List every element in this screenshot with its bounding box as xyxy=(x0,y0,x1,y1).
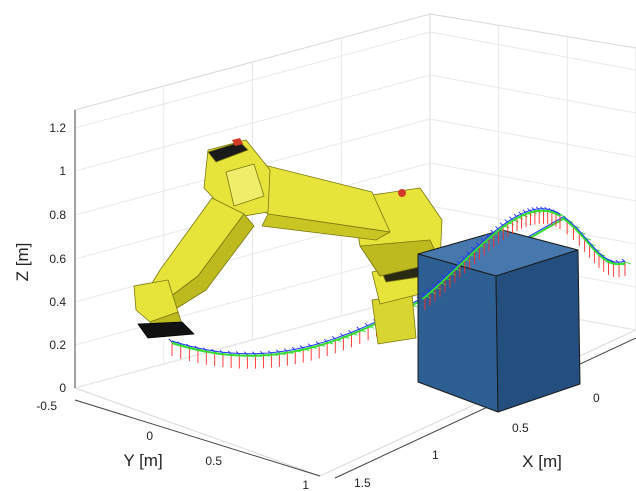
frame-y-axis xyxy=(624,261,632,265)
y-axis-label: Y [m] xyxy=(123,451,162,470)
trajectory-path-green xyxy=(421,209,561,300)
x-tick-label: 0.5 xyxy=(512,421,529,435)
shoulder-accent xyxy=(398,189,406,197)
y-tick-label: -0.5 xyxy=(36,399,57,413)
trajectory-path-blue xyxy=(171,216,626,355)
x-axis-ticks: 1.5 1 0.5 0 xyxy=(354,391,600,490)
robot-elbow-face xyxy=(225,163,265,207)
industrial-robot-arm xyxy=(133,138,443,345)
z-tick-label: 1.2 xyxy=(49,121,66,135)
elbow-accent xyxy=(232,138,243,146)
trajectory-path-blue xyxy=(422,208,561,298)
blue-box-obstacle xyxy=(417,229,581,413)
y-tick-label: 1 xyxy=(302,478,309,491)
gripper-icon xyxy=(137,321,195,339)
frame-z-axis xyxy=(260,351,264,355)
z-tick-label: 0.8 xyxy=(49,208,66,222)
grid-line xyxy=(429,162,636,202)
frame-z-axis xyxy=(168,338,173,343)
y-tick-label: 0.5 xyxy=(205,454,222,468)
x-tick-label: 1 xyxy=(432,448,439,462)
x-axis-line xyxy=(334,337,636,479)
robot-elbow-cap xyxy=(207,141,249,163)
y-tick-label: 0 xyxy=(146,429,153,443)
grid-line xyxy=(429,205,636,245)
grid-lines xyxy=(74,25,636,389)
frame-y-axis xyxy=(559,214,567,218)
obstacle-side xyxy=(495,249,581,413)
robot-base xyxy=(371,293,417,345)
grid-line xyxy=(429,118,636,158)
x-axis-label: X [m] xyxy=(522,452,562,471)
grid-line xyxy=(429,31,636,71)
frame-z-axis xyxy=(252,351,256,355)
trajectory-front xyxy=(421,206,567,310)
z-tick-label: 0.4 xyxy=(49,295,66,309)
z-tick-label: 0.2 xyxy=(49,338,66,352)
x-tick-label: 1.5 xyxy=(354,476,371,490)
trajectory-frame xyxy=(244,351,254,369)
z-tick-label: 0.6 xyxy=(49,252,66,266)
obstacle-front xyxy=(417,253,499,413)
z-axis-label: Z [m] xyxy=(13,243,32,282)
robot-upper-arm-shade xyxy=(261,213,391,241)
z-tick-label: 0 xyxy=(59,381,66,395)
trajectory-frame xyxy=(252,351,262,369)
x-tick-label: 0 xyxy=(593,391,600,405)
y-axis-ticks: -0.5 0 0.5 1 xyxy=(36,399,309,491)
axis-lines xyxy=(74,110,636,479)
z-tick-label: 1 xyxy=(59,164,66,178)
grid-line xyxy=(429,74,636,114)
trajectory-path-green xyxy=(171,217,626,357)
y-axis-line xyxy=(74,399,321,477)
z-axis-ticks: 0 0.2 0.4 0.6 0.8 1 1.2 xyxy=(49,121,66,395)
